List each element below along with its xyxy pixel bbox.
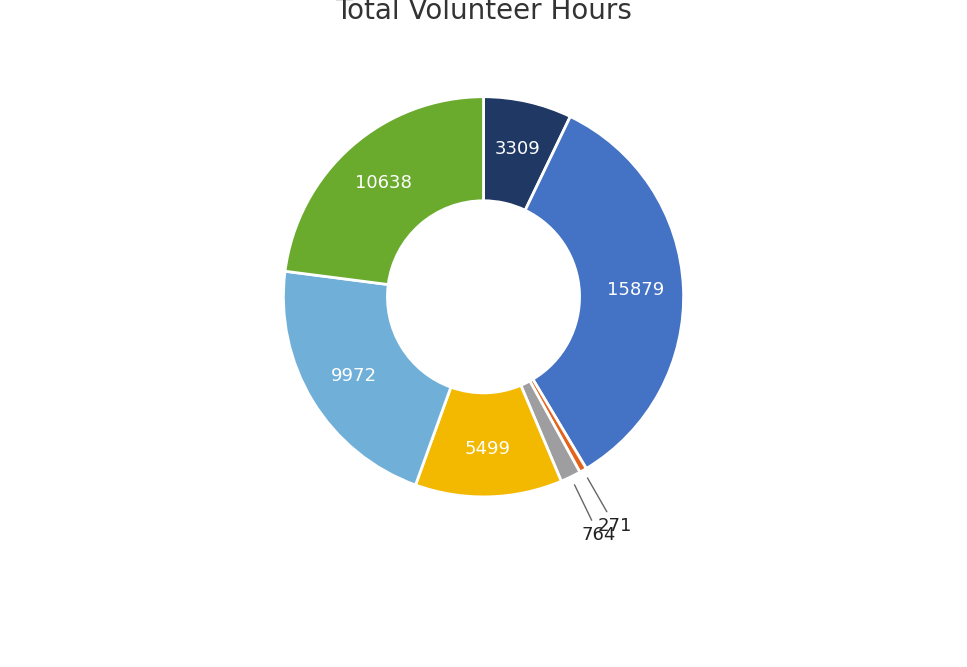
- Text: 3309: 3309: [494, 139, 541, 157]
- Wedge shape: [283, 271, 451, 485]
- Wedge shape: [484, 97, 571, 210]
- Wedge shape: [285, 97, 484, 285]
- Text: 9972: 9972: [331, 367, 377, 385]
- Text: 10638: 10638: [355, 173, 412, 191]
- Text: 5499: 5499: [464, 440, 511, 458]
- Text: 271: 271: [588, 478, 632, 535]
- Text: 15879: 15879: [607, 281, 664, 299]
- Wedge shape: [530, 380, 586, 472]
- Wedge shape: [521, 381, 580, 481]
- Wedge shape: [416, 386, 561, 497]
- Wedge shape: [525, 117, 684, 468]
- Title: Total Volunteer Hours: Total Volunteer Hours: [335, 0, 632, 25]
- Text: 764: 764: [574, 485, 616, 544]
